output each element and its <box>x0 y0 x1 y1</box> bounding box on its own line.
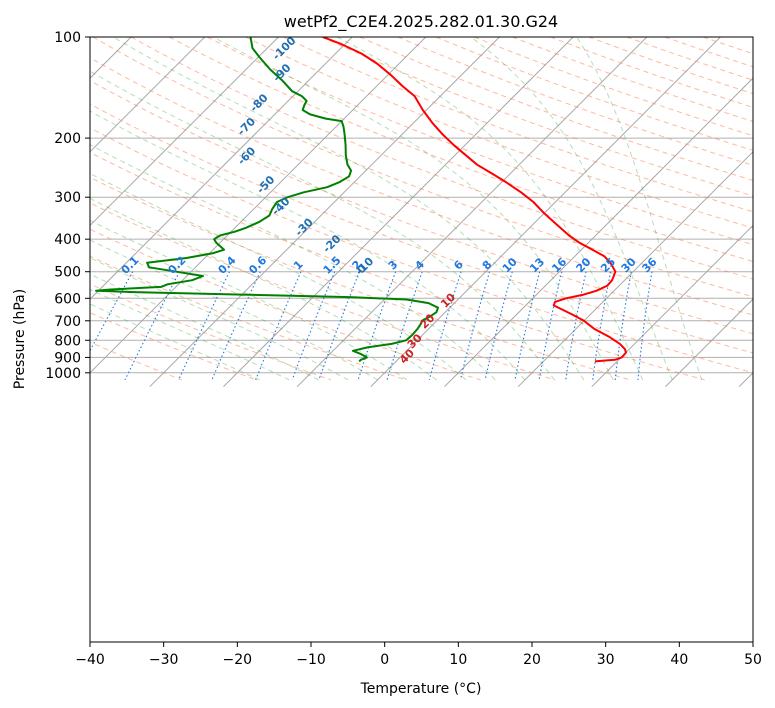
y-tick-label: 600 <box>54 291 81 307</box>
moist-adiabat-line <box>90 239 378 381</box>
mixing-ratio-line <box>592 271 612 380</box>
plot-area <box>90 37 753 388</box>
mixing-ratio-line <box>514 271 541 381</box>
mixing-ratio-line <box>565 271 587 380</box>
dry-adiabat-line <box>90 202 556 381</box>
isotherm-line <box>444 77 753 388</box>
y-tick-label: 500 <box>54 265 81 281</box>
dry-adiabat-line <box>90 176 631 381</box>
x-tick-label: −40 <box>75 652 105 668</box>
y-tick-label: 300 <box>54 190 81 206</box>
x-tick-label: 30 <box>597 652 615 668</box>
mixing-ratio-line <box>291 271 336 381</box>
mixing-ratio-lines <box>90 271 653 381</box>
moist-adiabat-line <box>212 37 614 381</box>
isotherm-line <box>90 37 206 153</box>
temperature-profile-line <box>322 37 627 363</box>
x-tick-label: −20 <box>223 652 253 668</box>
isotherm-line <box>90 37 353 300</box>
moist-adiabat-line <box>90 197 437 381</box>
moist-adiabat-line <box>337 37 644 381</box>
dry-adiabat-line <box>90 127 753 374</box>
moist-adiabat-line <box>112 37 585 381</box>
x-axis-label: Temperature (°C) <box>360 681 482 697</box>
moist-adiabat-line <box>90 110 526 381</box>
dry-adiabat-line <box>90 103 753 354</box>
mixing-ratio-line <box>90 271 134 352</box>
plot-frame <box>89 36 754 643</box>
y-axis-label: Pressure (hPa) <box>12 289 28 389</box>
y-tick-label: 200 <box>54 131 81 147</box>
mixing-ratio-line <box>211 271 261 381</box>
y-tick-label: 800 <box>54 333 81 349</box>
moist-adiabat-line <box>90 288 290 381</box>
skewed-isotherms <box>90 37 753 388</box>
mixing-ratio-line <box>357 271 397 381</box>
dry-adiabat-line <box>90 283 332 381</box>
mixing-ratio-line <box>538 271 563 380</box>
moist-adiabat-line <box>576 37 703 381</box>
axis-ticks: −40 −30 −20 −10 0 10 20 30 40 50 100 200 300 400 500 60… <box>45 30 762 668</box>
dry-adiabat-line <box>92 37 753 298</box>
y-tick-label: 900 <box>54 350 81 366</box>
dry-adiabat-line <box>130 37 753 280</box>
x-tick-label: −30 <box>149 652 179 668</box>
mixing-ratio-line <box>178 271 230 381</box>
moist-adiabat-line <box>90 303 260 381</box>
dry-adiabat-line <box>90 228 481 381</box>
isotherm-line <box>90 37 427 374</box>
sounding-series <box>95 37 627 363</box>
mixing-ratio-line <box>637 271 653 380</box>
y-tick-label: 700 <box>54 314 81 330</box>
y-tick-label: 1000 <box>45 366 81 382</box>
y-tick-label: 100 <box>54 30 81 46</box>
x-tick-label: 0 <box>380 652 389 668</box>
dry-adiabat-line <box>168 37 753 263</box>
dry-adiabat-line <box>283 37 753 213</box>
isotherm-line <box>223 37 574 388</box>
isotherm-line <box>90 37 280 227</box>
isotherm-line <box>370 37 722 388</box>
dry-adiabat-line <box>321 37 753 197</box>
mixing-ratio-line <box>318 271 360 381</box>
x-tick-label: 10 <box>449 652 467 668</box>
x-tick-label: −10 <box>296 652 326 668</box>
x-tick-label: 20 <box>523 652 541 668</box>
dry-adiabat-line <box>90 341 182 381</box>
isotherm-line <box>149 37 501 388</box>
dewpoint-profile-line <box>95 37 439 363</box>
dry-adiabat-line <box>90 151 705 381</box>
y-tick-label: 400 <box>54 232 81 248</box>
dry-adiabat-line <box>90 312 257 381</box>
mixing-ratio-line <box>614 271 632 380</box>
dry-adiabat-line <box>90 80 753 335</box>
chart-title: wetPf2_C2E4.2025.282.01.30.G24 <box>284 12 558 32</box>
dry-adiabats <box>90 37 753 381</box>
moist-adiabat-line <box>90 70 555 381</box>
moist-adiabat-line <box>90 172 467 381</box>
moist-adiabats <box>90 37 703 381</box>
x-tick-label: 50 <box>744 652 762 668</box>
x-tick-label: 40 <box>670 652 688 668</box>
isotherm-line <box>591 224 753 388</box>
isotherm-line <box>517 151 753 388</box>
moist-adiabat-line <box>470 37 673 381</box>
isotherm-line <box>296 37 648 388</box>
